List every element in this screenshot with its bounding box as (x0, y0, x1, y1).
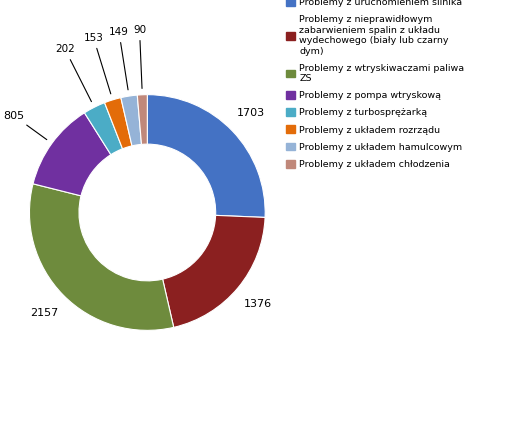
Text: 149: 149 (109, 27, 129, 90)
Text: 1703: 1703 (237, 108, 265, 118)
Text: 202: 202 (55, 44, 91, 102)
Wedge shape (105, 98, 132, 149)
Text: 2157: 2157 (30, 308, 59, 318)
Wedge shape (29, 184, 174, 330)
Text: 90: 90 (133, 25, 146, 88)
Wedge shape (137, 95, 147, 144)
Wedge shape (147, 95, 265, 218)
Text: 805: 805 (3, 110, 47, 140)
Wedge shape (33, 113, 111, 196)
Wedge shape (121, 95, 142, 146)
Legend: Problemy z uruchomieniem silnika, Problemy z nieprawidłowym
zabarwieniem spalin : Problemy z uruchomieniem silnika, Proble… (284, 0, 466, 171)
Wedge shape (163, 215, 265, 327)
Text: 1376: 1376 (244, 299, 272, 309)
Wedge shape (84, 103, 122, 155)
Text: 153: 153 (84, 33, 111, 94)
